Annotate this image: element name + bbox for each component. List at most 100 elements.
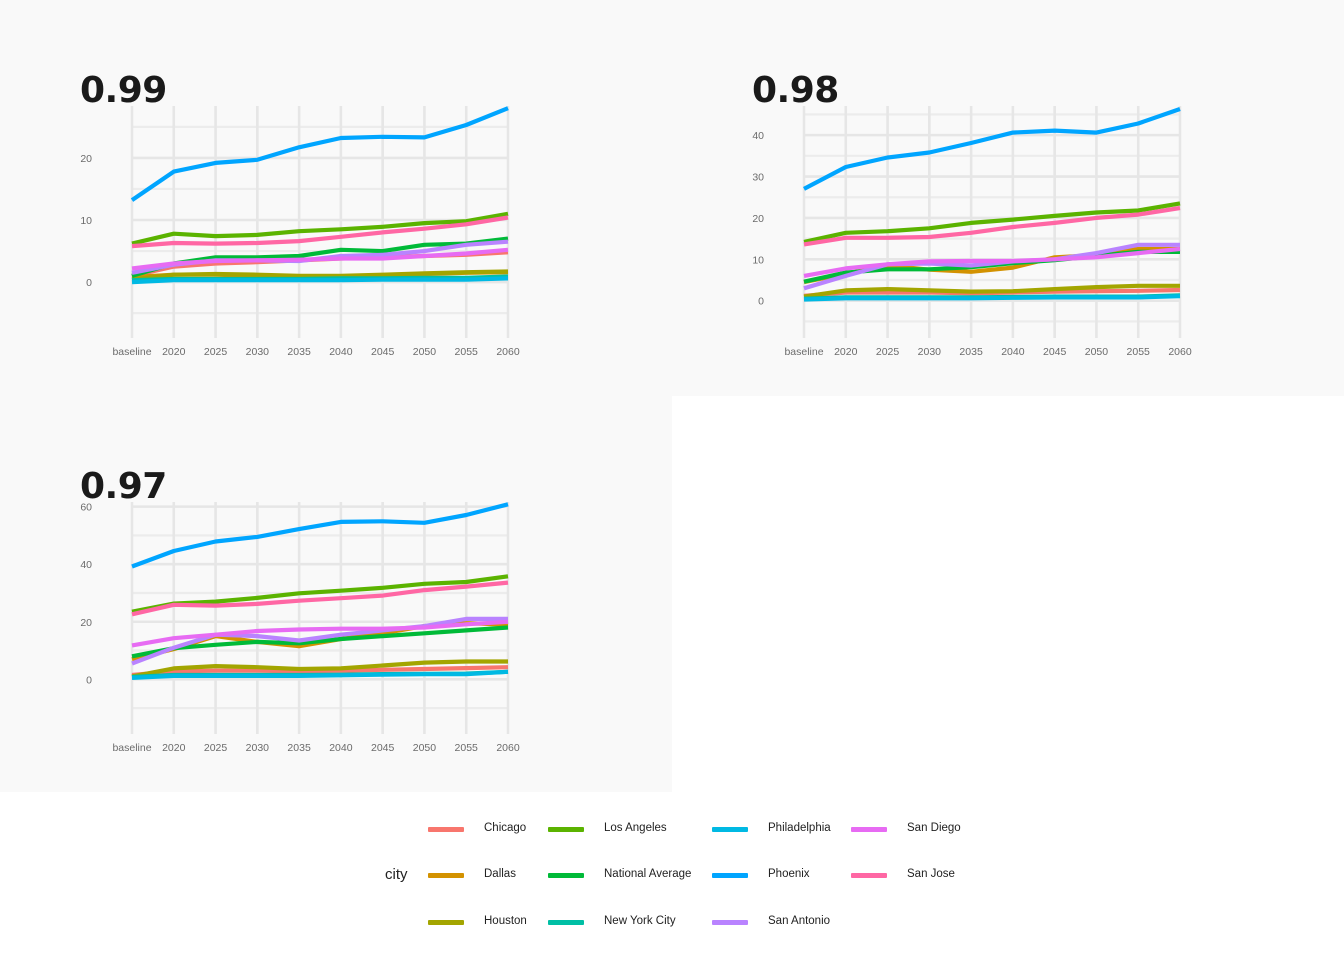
x-tick-label: 2045 (371, 742, 395, 754)
series-lines (131, 502, 509, 680)
x-tick-label: 2035 (287, 346, 311, 358)
x-tick-label: 2035 (287, 742, 311, 754)
legend-key (548, 920, 584, 925)
series-line-houston (131, 269, 509, 282)
series-line-los-angeles (131, 574, 509, 614)
chart-panel-099: 0.99 0 10 20 baseline 2020 2025 2030 2035 2040 20… (0, 0, 672, 396)
series-line-houston (131, 659, 508, 679)
series-lines (130, 106, 509, 285)
x-tick-label: 2035 (959, 346, 983, 358)
x-tick-label: 2045 (1043, 346, 1067, 358)
y-tick-label: 10 (80, 215, 92, 227)
x-tick-label: 2055 (455, 742, 479, 754)
x-tick-label: baseline (112, 742, 151, 754)
legend-label: Chicago (484, 822, 527, 834)
grid (130, 502, 510, 734)
y-tick-label: 30 (752, 172, 764, 184)
legend-key (428, 920, 464, 925)
x-tick-label: 2055 (1127, 346, 1151, 358)
series-line-los-angeles (803, 201, 1181, 244)
y-tick-label: 40 (80, 559, 92, 571)
x-tick-label: 2030 (246, 742, 270, 754)
legend-key (548, 873, 584, 878)
series-line-san-antonio (803, 242, 1180, 291)
series-line-philadelphia (131, 669, 509, 680)
legend-key (428, 827, 464, 832)
line-chart-099: 0 10 20 baseline 2020 2025 2030 2035 2040 2045 205… (80, 106, 520, 358)
x-tick-label: 2030 (918, 346, 942, 358)
y-tick-label: 0 (86, 277, 92, 289)
x-tick-label: 2060 (496, 742, 520, 754)
series-line-san-diego (803, 246, 1181, 278)
x-tick-label: 2040 (329, 346, 353, 358)
x-tick-label: 2020 (834, 346, 858, 358)
x-tick-label: 2040 (329, 742, 353, 754)
series-line-phoenix (131, 502, 509, 569)
y-tick-label: 0 (86, 674, 92, 686)
panel-title: 0.97 (80, 466, 167, 507)
y-tick-label: 40 (752, 130, 764, 142)
legend-label: Phoenix (768, 868, 810, 880)
x-tick-label: 2025 (204, 742, 228, 754)
panel-title: 0.99 (80, 70, 167, 111)
legend-key (851, 827, 887, 832)
x-tick-label: 2020 (162, 346, 186, 358)
legend-key (712, 827, 748, 832)
series-line-chicago (131, 665, 509, 678)
legend-label: San Diego (907, 822, 961, 834)
chart-panel-097: 0.97 0 20 40 60 baseline 2020 2025 2030 2035 2040… (0, 396, 672, 792)
legend-label: New York City (604, 915, 676, 927)
series-line-phoenix (130, 106, 509, 202)
legend-label: Dallas (484, 868, 516, 880)
series-line-san-jose (131, 215, 509, 249)
legend-label: Los Angeles (604, 822, 667, 834)
x-tick-label: 2025 (204, 346, 228, 358)
series-line-san-diego (131, 619, 509, 648)
series-line-los-angeles (131, 211, 509, 246)
chart-panel-098: 0.98 0 10 20 30 40 baseline 2020 2025 2030 2035 20… (672, 0, 1344, 396)
legend-title: city (385, 866, 408, 883)
series-line-phoenix (803, 107, 1181, 191)
x-tick-label: baseline (784, 346, 823, 358)
x-tick-label: 2050 (413, 742, 437, 754)
y-tick-label: 20 (752, 213, 764, 225)
legend-key (851, 873, 887, 878)
series-line-san-jose (131, 580, 509, 617)
y-tick-label: 20 (80, 617, 92, 629)
series-line-philadelphia (131, 276, 509, 285)
x-tick-label: 2050 (1085, 346, 1109, 358)
x-tick-label: 2060 (496, 346, 520, 358)
series-lines (803, 107, 1181, 302)
legend-key (548, 827, 584, 832)
series-line-houston (803, 283, 1180, 299)
series-line-san-jose (803, 205, 1181, 247)
x-tick-label: 2050 (413, 346, 437, 358)
y-tick-label: 0 (758, 296, 764, 308)
series-line-national-average (131, 625, 509, 659)
legend-key (712, 873, 748, 878)
y-tick-label: 60 (80, 502, 92, 514)
x-tick-label: 2030 (246, 346, 270, 358)
x-tick-label: 2060 (1168, 346, 1192, 358)
legend: Chicago Dallas Houston Los Angeles National … (0, 792, 1344, 960)
x-tick-label: 2020 (162, 742, 186, 754)
y-tick-label: 10 (752, 254, 764, 266)
legend-key (428, 873, 464, 878)
legend-label: National Average (604, 868, 692, 880)
x-tick-label: 2040 (1001, 346, 1025, 358)
y-tick-label: 20 (80, 153, 92, 165)
legend-label: Houston (484, 915, 527, 927)
x-tick-label: 2055 (455, 346, 479, 358)
x-tick-label: 2025 (876, 346, 900, 358)
series-line-philadelphia (803, 294, 1181, 302)
panel-title: 0.98 (752, 70, 839, 111)
series-line-san-diego (131, 247, 509, 271)
series-line-san-antonio (131, 616, 508, 666)
legend-label: San Jose (907, 868, 955, 880)
legend-label: Philadelphia (768, 822, 831, 834)
x-tick-label: baseline (112, 346, 151, 358)
x-tick-label: 2045 (371, 346, 395, 358)
